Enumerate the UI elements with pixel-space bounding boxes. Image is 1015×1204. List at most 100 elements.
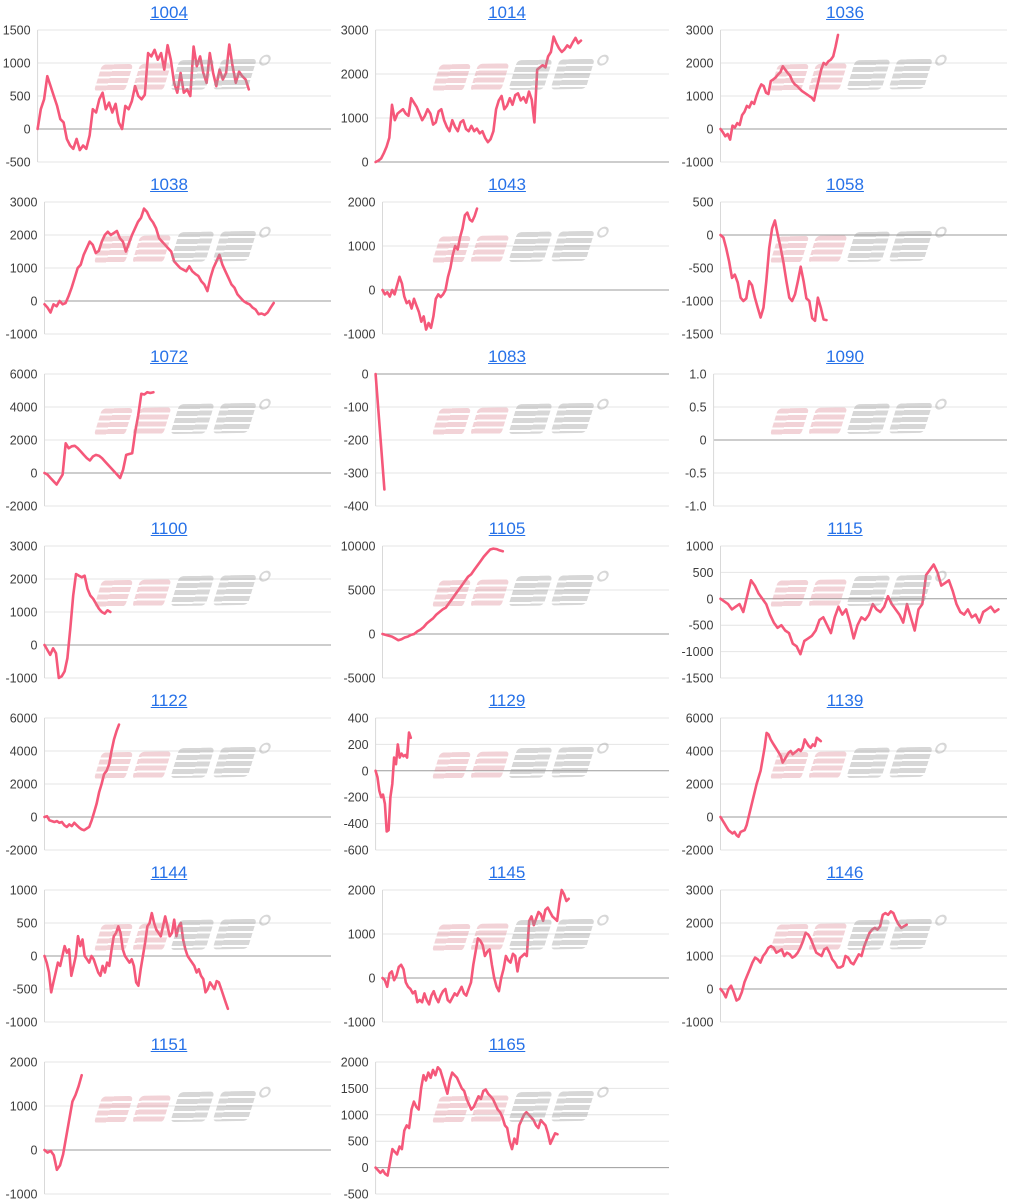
svg-text:1500: 1500 [341, 1082, 369, 1096]
machine-link[interactable]: 1145 [488, 863, 526, 882]
svg-text:500: 500 [10, 90, 31, 104]
chart-card: 1090 1.0 0.5 0 -0.5 -1.0 [676, 344, 1014, 516]
chart-canvas: 3000 2000 1000 0 -1000 [6, 540, 331, 686]
chart-card: 1043 2000 1000 0 -1000 [338, 172, 676, 344]
machine-link[interactable]: 1165 [488, 1035, 526, 1054]
svg-text:3000: 3000 [10, 196, 38, 210]
svg-text:5000: 5000 [348, 584, 376, 598]
machine-link[interactable]: 1043 [488, 175, 526, 194]
machine-link[interactable]: 1058 [826, 175, 864, 194]
machine-link[interactable]: 1129 [488, 691, 526, 710]
svg-text:0: 0 [31, 950, 38, 964]
svg-text:2000: 2000 [341, 1056, 369, 1070]
svg-text:2000: 2000 [10, 778, 38, 792]
svg-text:2000: 2000 [341, 68, 369, 82]
svg-text:-500: -500 [6, 156, 31, 170]
svg-text:0: 0 [362, 368, 369, 382]
svg-text:1000: 1000 [348, 928, 376, 942]
svg-text:3000: 3000 [686, 884, 714, 898]
chart-card: 1072 6000 4000 2000 0 -2000 [0, 344, 338, 516]
svg-text:0: 0 [707, 123, 714, 137]
svg-text:0: 0 [700, 434, 707, 448]
svg-text:400: 400 [348, 712, 369, 726]
svg-text:1000: 1000 [341, 112, 369, 126]
machine-link[interactable]: 1122 [150, 691, 188, 710]
chart-canvas: 1000 500 0 -500 -1000 [6, 884, 331, 1029]
svg-text:-500: -500 [344, 1188, 369, 1202]
chart-canvas: 2000 1000 0 -1000 [344, 884, 669, 1030]
svg-text:0: 0 [24, 123, 31, 137]
svg-text:2000: 2000 [10, 573, 38, 587]
svg-text:2000: 2000 [686, 917, 714, 931]
svg-text:0: 0 [362, 764, 369, 778]
machine-link[interactable]: 1115 [827, 519, 863, 538]
svg-text:-500: -500 [12, 983, 37, 997]
machine-link[interactable]: 1004 [150, 3, 188, 22]
svg-text:0: 0 [31, 1144, 38, 1158]
svg-text:-1000: -1000 [344, 1016, 376, 1030]
chart-canvas: 2000 1000 0 -1000 [6, 1056, 331, 1201]
svg-text:-400: -400 [344, 500, 369, 514]
machine-link[interactable]: 1151 [150, 1035, 188, 1054]
svg-text:-1.0: -1.0 [685, 500, 707, 514]
svg-text:-1000: -1000 [682, 1016, 714, 1030]
svg-text:-1000: -1000 [344, 328, 376, 342]
svg-text:2000: 2000 [686, 778, 714, 792]
chart-card: 1100 3000 2000 1000 0 -1000 [0, 516, 338, 688]
svg-text:-500: -500 [688, 619, 713, 633]
machine-link[interactable]: 1139 [826, 691, 864, 710]
svg-text:0: 0 [707, 983, 714, 997]
svg-text:0: 0 [707, 229, 714, 243]
svg-text:4000: 4000 [10, 401, 38, 415]
svg-text:-2000: -2000 [6, 844, 38, 858]
svg-text:-2000: -2000 [682, 844, 714, 858]
svg-text:-500: -500 [688, 262, 713, 276]
svg-text:-1000: -1000 [6, 672, 38, 686]
chart-card: 1165 2000 1500 1000 500 0 -500 [338, 1032, 676, 1204]
chart-card: 1115 1000 500 0 -500 -1000 -1500 [676, 516, 1014, 688]
machine-link[interactable]: 1014 [488, 3, 526, 22]
machine-link[interactable]: 1100 [150, 519, 188, 538]
svg-text:1000: 1000 [10, 884, 38, 898]
chart-card: 1036 3000 2000 1000 0 -1000 [676, 0, 1014, 172]
chart-canvas: 2000 1500 1000 500 0 -500 [341, 1056, 669, 1202]
machine-link[interactable]: 1105 [488, 519, 526, 538]
svg-text:1000: 1000 [686, 540, 714, 554]
svg-text:3000: 3000 [341, 24, 369, 38]
svg-text:0: 0 [31, 811, 38, 825]
svg-text:200: 200 [348, 738, 369, 752]
chart-canvas: 2000 1000 0 -1000 [344, 196, 669, 342]
chart-canvas: 500 0 -500 -1000 -1500 [682, 196, 1007, 342]
machine-link[interactable]: 1072 [150, 347, 188, 366]
svg-text:1000: 1000 [10, 262, 38, 276]
machine-link[interactable]: 1146 [826, 863, 864, 882]
svg-text:2000: 2000 [348, 884, 376, 898]
chart-canvas: 6000 4000 2000 0 -2000 [6, 712, 331, 858]
svg-text:500: 500 [348, 1135, 369, 1149]
chart-card: 1058 500 0 -500 -1000 -1500 [676, 172, 1014, 344]
svg-text:-300: -300 [344, 467, 369, 481]
machine-link[interactable]: 1090 [826, 347, 864, 366]
chart-card: 1144 1000 500 0 -500 -1000 [0, 860, 338, 1032]
machine-link[interactable]: 1036 [826, 3, 864, 22]
machine-link[interactable]: 1038 [150, 175, 188, 194]
chart-canvas: 3000 2000 1000 0 -1000 [682, 24, 1007, 169]
svg-text:-1500: -1500 [682, 328, 714, 342]
chart-card: 1014 3000 2000 1000 0 [338, 0, 676, 172]
chart-canvas: 3000 2000 1000 0 -1000 [682, 884, 1007, 1030]
chart-canvas: 6000 4000 2000 0 -2000 [6, 368, 331, 513]
svg-text:4000: 4000 [10, 745, 38, 759]
svg-text:0: 0 [707, 811, 714, 825]
svg-text:0: 0 [362, 1161, 369, 1175]
machine-link[interactable]: 1083 [488, 347, 526, 366]
chart-canvas: 3000 2000 1000 0 -1000 [6, 196, 331, 341]
svg-text:2000: 2000 [10, 229, 38, 243]
svg-text:3000: 3000 [686, 24, 714, 38]
chart-canvas: 10000 5000 0 -5000 [341, 540, 669, 685]
svg-text:500: 500 [693, 566, 714, 580]
svg-text:1000: 1000 [10, 1100, 38, 1114]
svg-text:0: 0 [31, 295, 38, 309]
svg-text:-200: -200 [344, 434, 369, 448]
svg-text:0: 0 [362, 156, 369, 170]
machine-link[interactable]: 1144 [150, 863, 188, 882]
